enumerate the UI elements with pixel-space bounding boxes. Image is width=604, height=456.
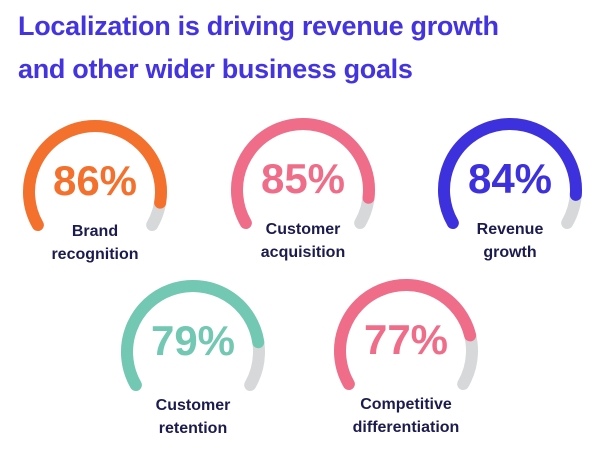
gauge-arc: 77%: [334, 279, 478, 390]
gauge-arc: 85%: [231, 118, 375, 229]
gauge-value-arc: [121, 280, 265, 391]
gauge-brand-recognition: 86% Brand recognition: [13, 116, 177, 294]
gauge-revenue-growth: 84% Revenue growth: [428, 114, 592, 292]
gauge-value-arc: [231, 118, 375, 229]
gauge-percent-text: 86%: [53, 157, 137, 204]
gauge-percent-text: 79%: [151, 317, 235, 364]
page-title-line1: Localization is driving revenue growth: [18, 11, 499, 41]
gauge-value-arc: [23, 120, 167, 231]
gauge-label: Competitive differentiation: [352, 396, 460, 436]
gauge-arc: 86%: [23, 120, 167, 231]
gauge-percent-text: 84%: [468, 155, 552, 202]
page-title-line2: and other wider business goals: [18, 54, 413, 84]
gauge-percent-text: 77%: [364, 316, 448, 363]
gauge-label: Revenue growth: [476, 221, 544, 261]
gauge-value-arc: [438, 118, 582, 229]
gauge-value-arc: [334, 279, 477, 390]
gauge-arc: 79%: [121, 280, 265, 391]
page-title: Localization is driving revenue growth a…: [18, 5, 596, 91]
gauge-label: Customer retention: [155, 397, 231, 437]
gauge-competitive-differentiation: 77% Competitive differentiation: [324, 275, 488, 453]
gauge-label: Customer acquisition: [260, 221, 346, 261]
gauge-label: Brand recognition: [51, 223, 139, 263]
gauge-customer-acquisition: 85% Customer acquisition: [221, 114, 385, 292]
gauge-percent-text: 85%: [261, 155, 345, 202]
gauge-customer-retention: 79% Customer retention: [111, 276, 275, 454]
gauge-arc: 84%: [438, 118, 582, 229]
